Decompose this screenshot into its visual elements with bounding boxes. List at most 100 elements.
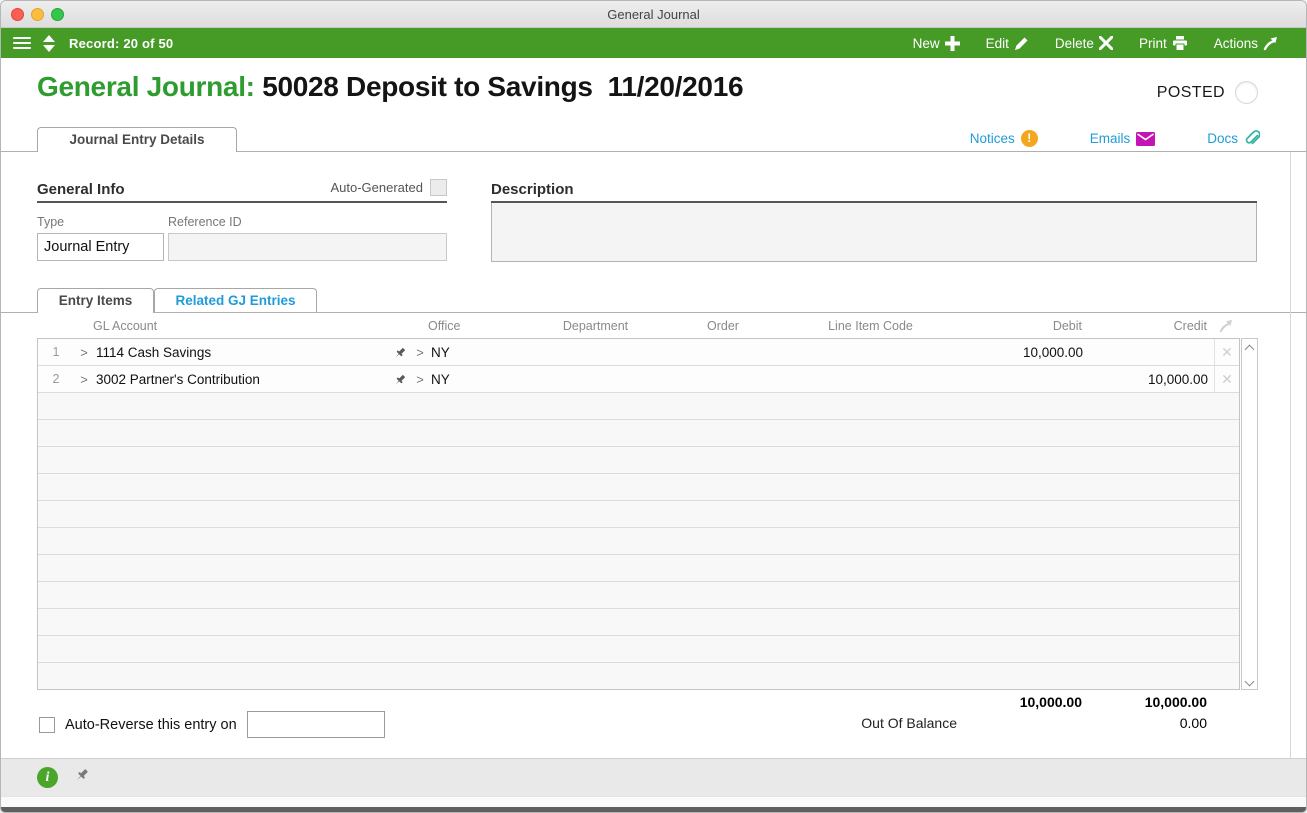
scroll-down-icon[interactable] <box>1242 672 1257 688</box>
tab-journal-entry-details[interactable]: Journal Entry Details <box>37 127 237 152</box>
column-credit: Credit <box>1173 319 1207 333</box>
pin-icon[interactable] <box>389 371 411 386</box>
column-gl-account: GL Account <box>93 319 158 333</box>
auto-reverse-control: Auto-Reverse this entry on <box>39 711 385 738</box>
info-icon[interactable]: i <box>37 767 58 788</box>
reference-id-field[interactable] <box>168 233 447 261</box>
expand-arrow-icon[interactable] <box>1213 319 1238 333</box>
bottom-strip <box>1 796 1306 809</box>
posted-status-label: POSTED <box>1156 83 1225 101</box>
page-title-prefix: General Journal: <box>37 71 263 102</box>
plus-icon <box>944 35 960 51</box>
delete-button[interactable]: Delete <box>1055 36 1113 51</box>
envelope-icon <box>1136 131 1156 146</box>
new-button[interactable]: New <box>913 35 960 51</box>
debit-total: 10,000.00 <box>1019 694 1082 710</box>
totals-row: 10,000.00 10,000.00 <box>37 694 1238 710</box>
table-row[interactable] <box>38 582 1239 609</box>
table-row[interactable] <box>38 501 1239 528</box>
paperclip-icon <box>1244 130 1260 147</box>
page-header: General Journal: 50028 Deposit to Saving… <box>37 71 1270 117</box>
auto-reverse-label: Auto-Reverse this entry on <box>65 716 237 733</box>
notices-link[interactable]: Notices ! <box>970 130 1038 147</box>
column-order: Order <box>707 319 739 333</box>
credit-total: 10,000.00 <box>1144 694 1207 710</box>
table-row[interactable] <box>38 609 1239 636</box>
actions-button[interactable]: Actions <box>1214 36 1278 51</box>
gl-account-cell[interactable]: 3002 Partner's Contribution <box>96 371 260 387</box>
auto-generated-label: Auto-Generated <box>330 180 423 195</box>
column-line-item-code: Line Item Code <box>828 319 913 333</box>
pencil-icon <box>1014 36 1029 51</box>
out-of-balance-row: Out Of Balance 0.00 <box>37 715 1238 731</box>
table-row[interactable] <box>38 555 1239 582</box>
auto-generated-checkbox[interactable] <box>430 179 447 196</box>
minimize-window-button[interactable] <box>31 8 44 21</box>
out-of-balance-value: 0.00 <box>1179 715 1207 731</box>
record-navigation-arrows[interactable] <box>43 34 55 52</box>
description-field[interactable] <box>491 203 1257 262</box>
delete-row-icon[interactable]: ✕ <box>1214 366 1239 392</box>
reference-id-label: Reference ID <box>168 215 242 229</box>
general-info-heading: General Info <box>37 181 447 203</box>
column-debit: Debit <box>1052 319 1082 333</box>
general-info-section: General Info Auto-Generated Type Referen… <box>37 179 447 261</box>
auto-reverse-checkbox[interactable] <box>39 716 55 733</box>
page-title: General Journal: 50028 Deposit to Saving… <box>37 71 1270 103</box>
emails-link[interactable]: Emails <box>1090 130 1156 147</box>
posted-status-indicator[interactable] <box>1235 81 1258 104</box>
previous-record-icon[interactable] <box>43 34 55 42</box>
docs-link[interactable]: Docs <box>1207 130 1260 147</box>
entry-items-grid: 1 >1114 Cash Savings > NY 10,000.00 ✕ 2 >3002 P… <box>37 338 1240 690</box>
office-cell[interactable]: NY <box>431 344 450 360</box>
gl-account-drilldown-icon[interactable]: > <box>80 344 88 360</box>
table-row[interactable] <box>38 663 1239 689</box>
column-office: Office <box>428 319 461 333</box>
edit-button[interactable]: Edit <box>986 36 1029 51</box>
zoom-window-button[interactable] <box>51 8 64 21</box>
description-section: Description <box>491 181 1257 262</box>
table-scrollbar[interactable] <box>1241 338 1258 690</box>
gl-account-cell[interactable]: 1114 Cash Savings <box>96 344 212 360</box>
tab-entry-items[interactable]: Entry Items <box>37 288 154 313</box>
table-row[interactable] <box>38 420 1239 447</box>
gl-account-drilldown-icon[interactable]: > <box>80 371 88 387</box>
print-button[interactable]: Print <box>1139 35 1188 51</box>
printer-icon <box>1172 35 1188 51</box>
delete-row-icon[interactable]: ✕ <box>1214 339 1239 365</box>
table-row[interactable] <box>38 474 1239 501</box>
table-header: GL Account Office Department Order Line … <box>37 315 1238 337</box>
table-row[interactable]: 2 >3002 Partner's Contribution > NY 10,000.0… <box>38 366 1239 393</box>
table-row[interactable] <box>38 636 1239 663</box>
window-bottom-edge <box>1 807 1306 812</box>
type-field[interactable] <box>37 233 164 261</box>
out-of-balance-label: Out Of Balance <box>861 715 957 731</box>
window-title: General Journal <box>607 7 700 22</box>
x-icon <box>1098 36 1113 50</box>
pin-icon[interactable] <box>389 344 411 359</box>
description-heading: Description <box>491 181 1257 203</box>
main-tab-bar: Journal Entry Details Notices ! Emails D… <box>1 127 1306 152</box>
scroll-up-icon[interactable] <box>1242 340 1257 356</box>
office-cell[interactable]: NY <box>431 371 450 387</box>
next-record-icon[interactable] <box>43 44 55 52</box>
credit-cell[interactable]: 10,000.00 <box>1147 371 1208 387</box>
table-row[interactable]: 1 >1114 Cash Savings > NY 10,000.00 ✕ <box>38 339 1239 366</box>
titlebar[interactable]: General Journal <box>1 1 1306 28</box>
close-window-button[interactable] <box>11 8 24 21</box>
auto-reverse-date-field[interactable] <box>246 711 385 738</box>
office-drilldown-icon[interactable]: > <box>416 371 424 387</box>
warning-icon: ! <box>1020 130 1038 147</box>
status-toolbar: Record: 20 of 50 New Edit Delete Print A… <box>1 28 1306 58</box>
entry-tab-bar: Entry Items Related GJ Entries <box>1 288 1306 313</box>
content-right-divider <box>1290 152 1291 758</box>
tab-related-gj-entries[interactable]: Related GJ Entries <box>154 288 317 312</box>
table-row[interactable] <box>38 393 1239 420</box>
menu-icon[interactable] <box>13 34 31 52</box>
debit-cell[interactable]: 10,000.00 <box>1022 344 1083 360</box>
table-row[interactable] <box>38 528 1239 555</box>
office-drilldown-icon[interactable]: > <box>416 344 424 360</box>
table-row[interactable] <box>38 447 1239 474</box>
pin-icon[interactable] <box>74 767 90 788</box>
